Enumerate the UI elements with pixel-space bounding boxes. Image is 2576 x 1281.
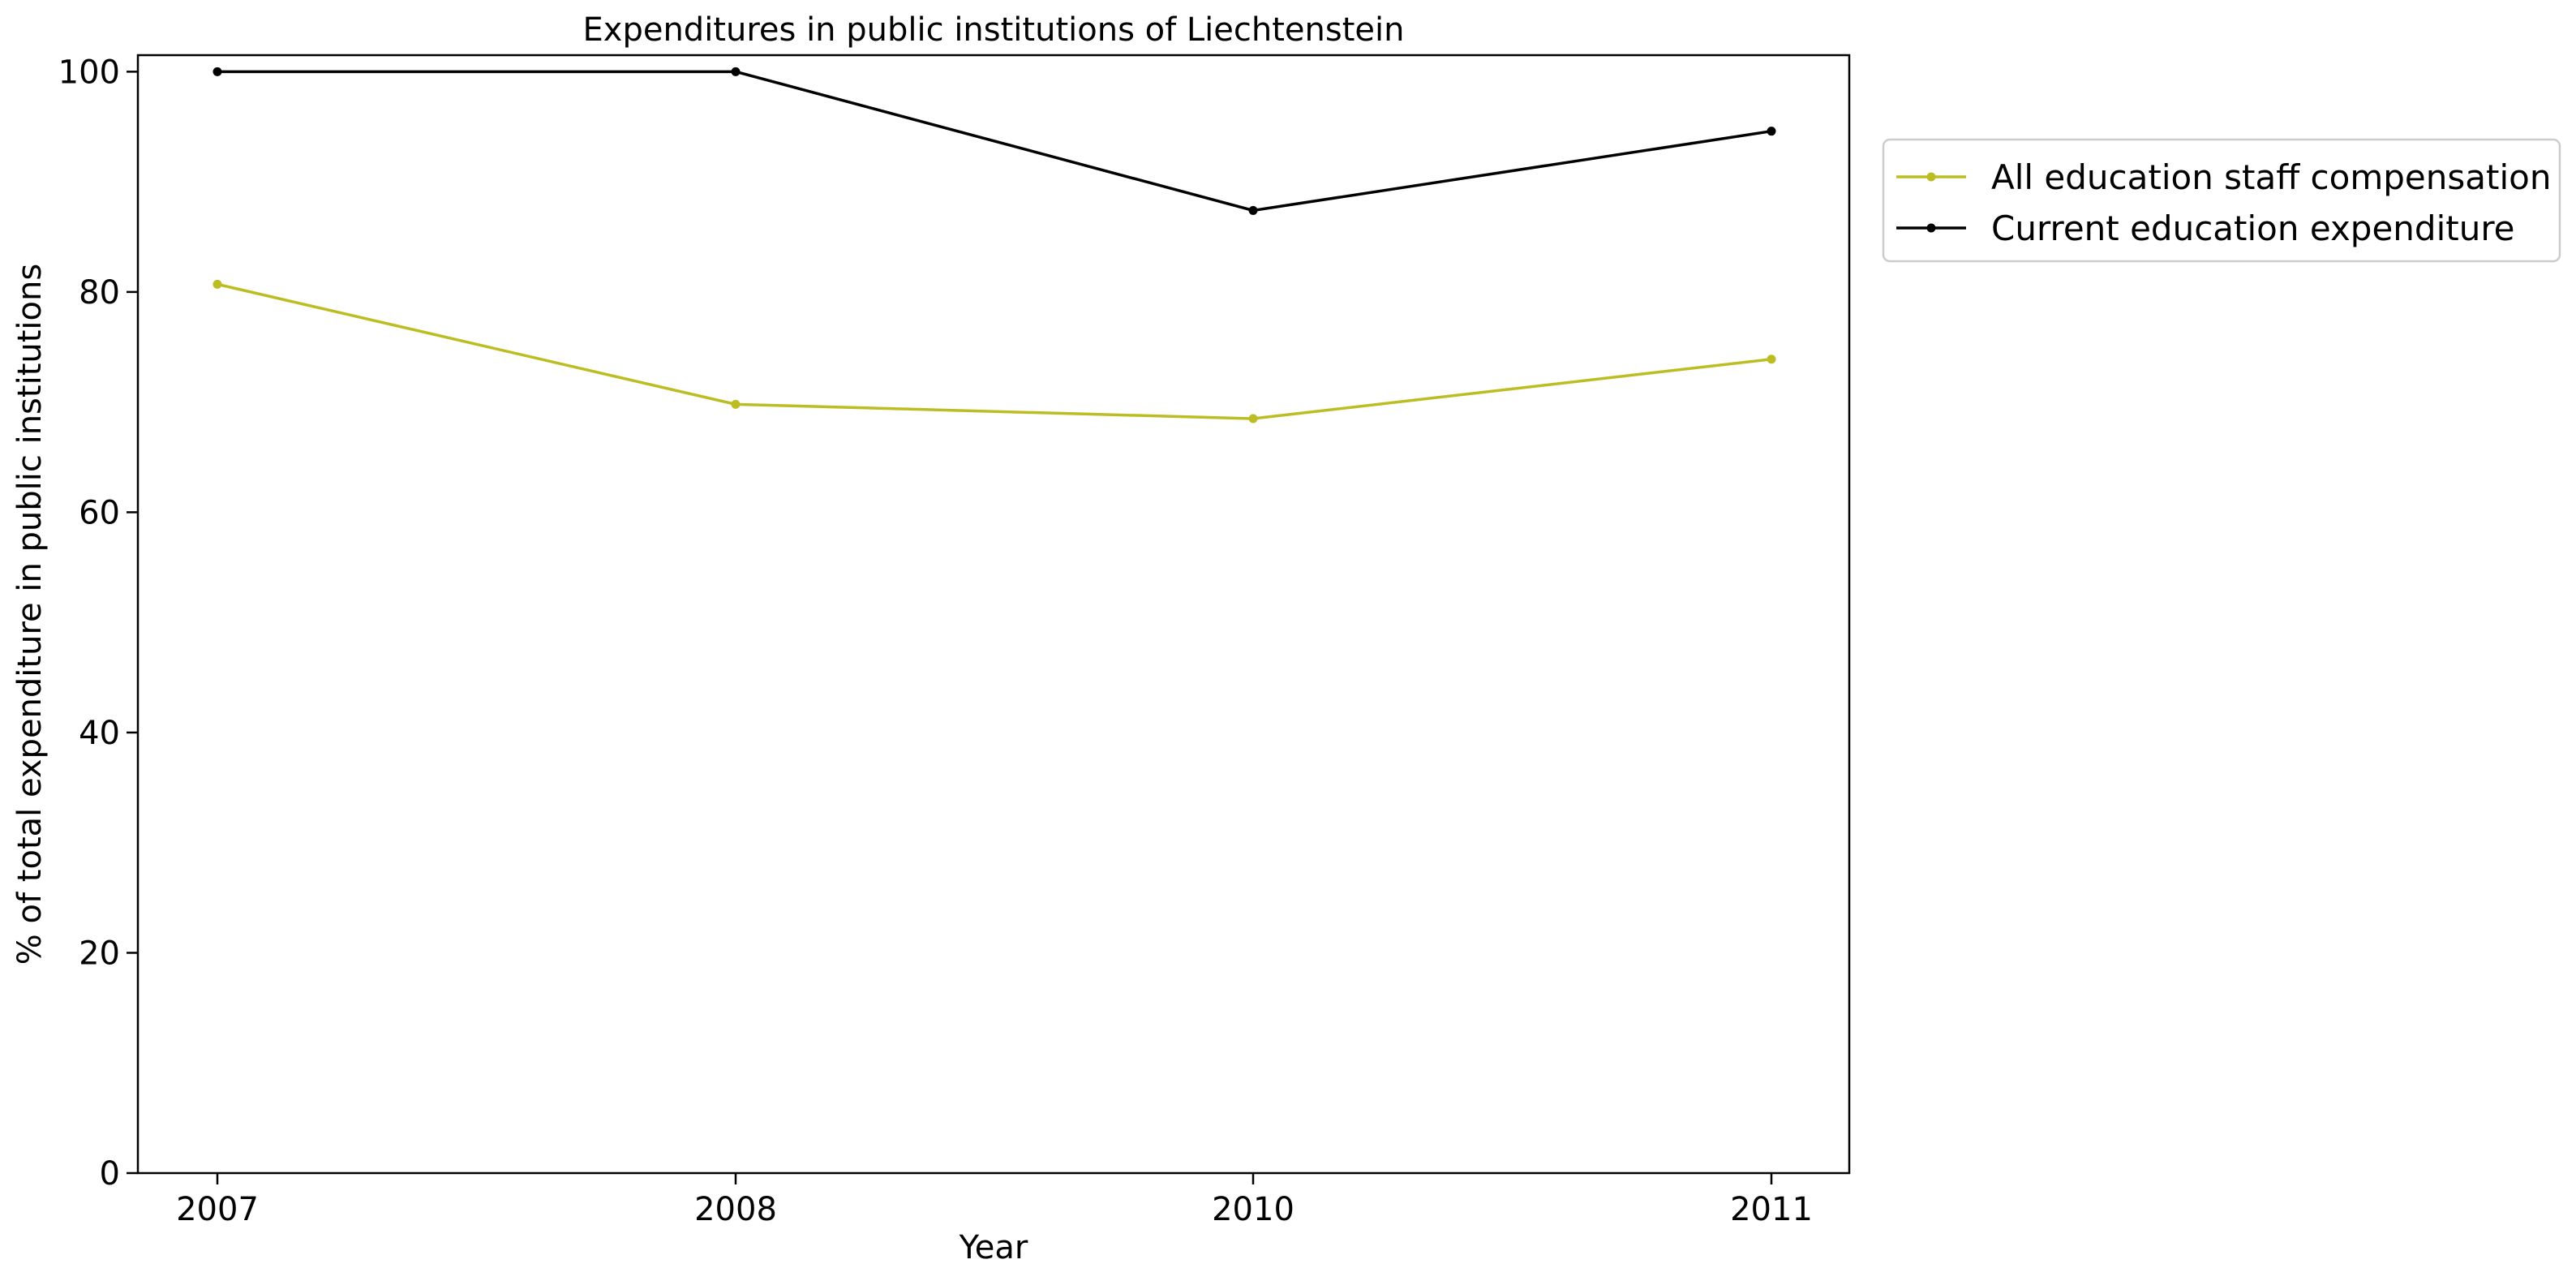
x-axis-label: Year [959,1229,1028,1266]
series-0-point-2011 [1767,355,1776,364]
series-line-0 [217,282,1772,420]
legend-label-1: Current education expenditure [1991,208,2515,248]
series-1-point-2007 [213,67,222,76]
series-1-point-2010 [1248,205,1258,215]
x-tick-label-2007: 2007 [176,1191,259,1228]
legend-marker-1 [1926,223,1936,233]
series-0-point-2008 [731,399,741,409]
y-tick-label-20: 20 [79,935,120,972]
series-1-point-2011 [1767,127,1776,136]
legend-marker-0 [1926,172,1936,182]
y-tick-label-80: 80 [79,274,120,312]
plot-frame [136,54,1851,1175]
x-axis: 2007 2008 2010 2011 [176,1173,1813,1228]
chart-title: Expenditures in public institutions of L… [583,11,1405,49]
legend-box [1882,138,2561,263]
x-tick-label-2008: 2008 [694,1191,777,1228]
series-0-point-2010 [1248,414,1258,423]
y-tick-label-40: 40 [79,715,120,752]
y-axis-label: % of total expenditure in public institu… [11,264,49,965]
legend: All education staff compensation Current … [1882,138,2561,263]
legend-label-0: All education staff compensation [1991,157,2551,197]
series-1-point-2008 [731,67,741,76]
y-tick-label-60: 60 [79,494,120,531]
plot-area [213,67,1776,423]
x-tick-label-2011: 2011 [1730,1191,1813,1228]
series-line-1 [217,70,1772,213]
series-0-point-2007 [213,279,222,289]
x-tick-label-2010: 2010 [1212,1191,1294,1228]
y-tick-label-0: 0 [100,1155,120,1193]
y-axis: 0 20 40 60 80 100 [58,54,138,1193]
y-tick-label-100: 100 [58,54,120,91]
